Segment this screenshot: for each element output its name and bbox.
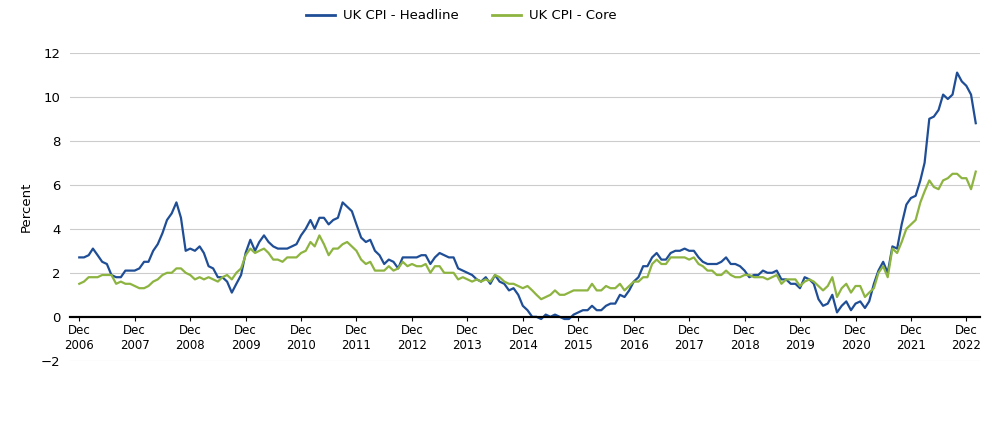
- Line: UK CPI - Core: UK CPI - Core: [79, 172, 976, 299]
- Legend: UK CPI - Headline, UK CPI - Core: UK CPI - Headline, UK CPI - Core: [301, 4, 622, 28]
- Y-axis label: Percent: Percent: [19, 182, 32, 232]
- Line: UK CPI - Headline: UK CPI - Headline: [79, 73, 976, 319]
